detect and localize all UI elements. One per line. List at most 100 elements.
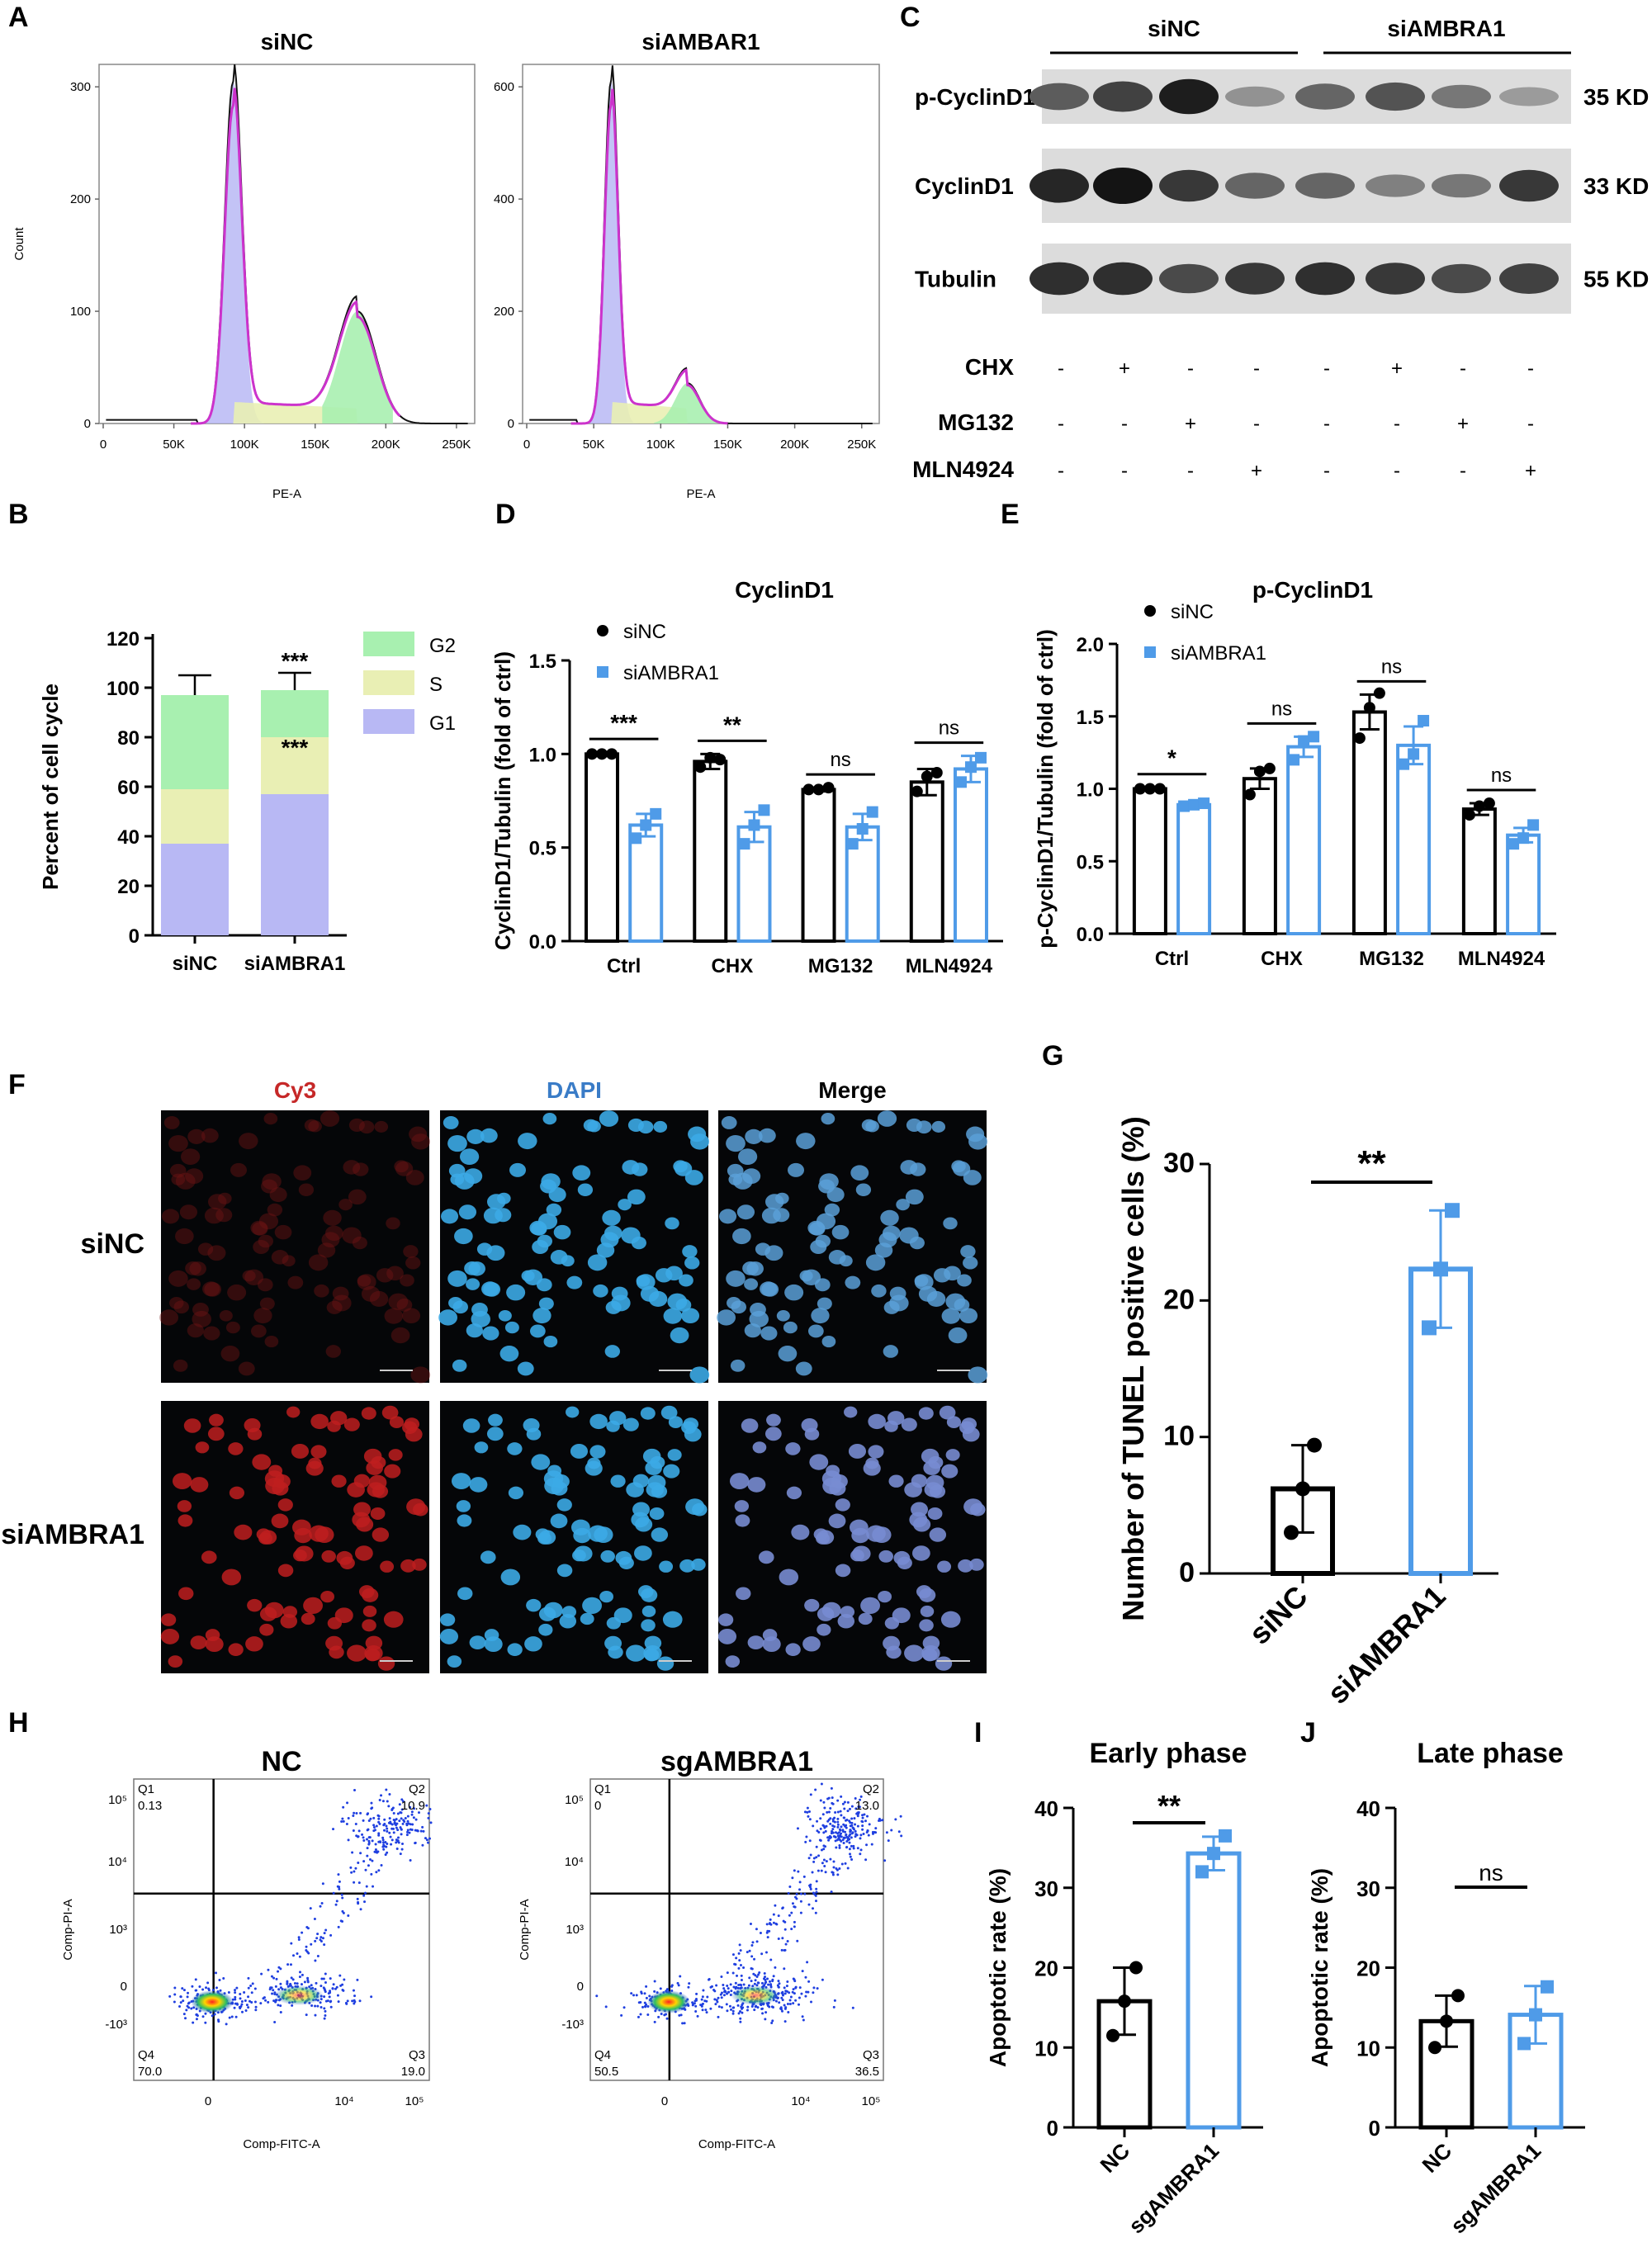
nucleus — [308, 1254, 329, 1271]
event-dot — [364, 1891, 367, 1895]
event-dot — [739, 1983, 742, 1986]
event-dot — [334, 1987, 338, 1990]
event-dot — [313, 1917, 316, 1920]
nucleus — [952, 1161, 971, 1176]
event-dot — [695, 1992, 698, 1995]
event-dot — [739, 1964, 742, 1967]
event-dot — [738, 1943, 741, 1947]
blot-band — [1030, 83, 1089, 111]
event-dot — [385, 1788, 388, 1791]
nucleus — [796, 1133, 816, 1150]
nucleus — [536, 1278, 552, 1292]
nucleus — [589, 1445, 606, 1459]
nucleus — [347, 1644, 367, 1662]
event-dot — [248, 1999, 251, 2003]
event-dot — [411, 1823, 414, 1826]
event-dot — [831, 1828, 835, 1831]
event-dot — [723, 1990, 727, 1993]
event-dot — [737, 1966, 741, 1970]
nucleus — [741, 1418, 759, 1433]
data-point — [704, 751, 717, 764]
nucleus — [304, 1119, 320, 1132]
treatment-sign: - — [1121, 460, 1128, 482]
event-dot — [421, 1843, 424, 1847]
event-dot — [805, 1835, 808, 1838]
event-dot — [406, 1830, 409, 1834]
data-point — [1288, 754, 1300, 766]
nucleus — [225, 1321, 240, 1334]
nucleus — [959, 1308, 978, 1324]
nucleus — [626, 1482, 644, 1498]
event-dot — [798, 1986, 802, 1990]
nucleus — [600, 1550, 615, 1563]
event-dot — [279, 1982, 282, 1985]
event-dot — [378, 1822, 381, 1825]
event-dot — [389, 1835, 392, 1838]
nucleus — [760, 1281, 778, 1297]
event-dot — [244, 2009, 248, 2013]
event-dot — [809, 1793, 812, 1796]
event-dot — [645, 1985, 648, 1988]
event-dot — [803, 1892, 807, 1895]
nucleus — [389, 1416, 405, 1429]
nucleus — [201, 1550, 217, 1564]
nucleus — [670, 1327, 689, 1344]
data-point — [640, 819, 652, 831]
event-dot — [769, 1918, 772, 1921]
event-dot — [381, 1800, 385, 1803]
blot-band — [1225, 86, 1285, 107]
event-dot — [890, 1829, 893, 1832]
nucleus — [580, 1612, 594, 1625]
event-dot — [320, 1977, 324, 1980]
x-tick-label: NC — [1095, 2138, 1134, 2178]
nucleus — [537, 1234, 552, 1248]
event-dot — [706, 1995, 709, 1999]
event-dot — [415, 1829, 419, 1833]
event-dot — [696, 2014, 699, 2018]
data-point — [1195, 1865, 1209, 1879]
data-point — [812, 783, 825, 796]
event-dot — [700, 1998, 703, 2001]
data-point — [1418, 715, 1430, 727]
nucleus — [717, 1309, 736, 1326]
data-point — [1153, 783, 1166, 795]
event-dot — [778, 1982, 781, 1985]
nucleus — [259, 1297, 275, 1310]
nucleus — [893, 1550, 911, 1565]
bar-siNC — [1461, 807, 1497, 935]
event-dot — [239, 1992, 242, 1995]
event-dot — [851, 2006, 854, 2009]
event-dot — [840, 1825, 843, 1829]
nucleus — [944, 1266, 961, 1281]
nucleus — [471, 1303, 488, 1317]
nucleus — [966, 1126, 985, 1143]
data-point — [1363, 702, 1375, 714]
event-dot — [347, 1817, 350, 1820]
event-dot — [777, 1980, 780, 1983]
x-tick-label: 50K — [583, 438, 605, 452]
event-dot — [357, 1861, 360, 1864]
nucleus — [209, 1413, 224, 1427]
event-dot — [811, 1871, 814, 1874]
nucleus — [386, 1217, 400, 1230]
nucleus — [497, 1192, 511, 1204]
nucleus — [613, 1607, 632, 1624]
nucleus — [405, 1256, 421, 1270]
event-dot — [323, 1943, 326, 1947]
event-dot — [366, 1854, 369, 1857]
chart-title-D: CyclinD1 — [735, 577, 834, 603]
event-dot — [739, 2020, 742, 2023]
event-dot — [804, 1840, 807, 1843]
event-dot — [665, 2017, 669, 2020]
event-dot — [825, 1860, 828, 1863]
event-dot — [241, 2010, 244, 2013]
y-tick-label: 40 — [1034, 1796, 1058, 1821]
event-dot — [291, 1978, 295, 1981]
blot-band — [1030, 168, 1089, 203]
event-dot — [254, 2005, 258, 2009]
nucleus — [480, 1128, 498, 1143]
event-dot — [356, 1897, 359, 1900]
event-dot — [393, 1821, 396, 1824]
g2-fill-right — [654, 383, 722, 423]
nucleus — [665, 1266, 683, 1281]
